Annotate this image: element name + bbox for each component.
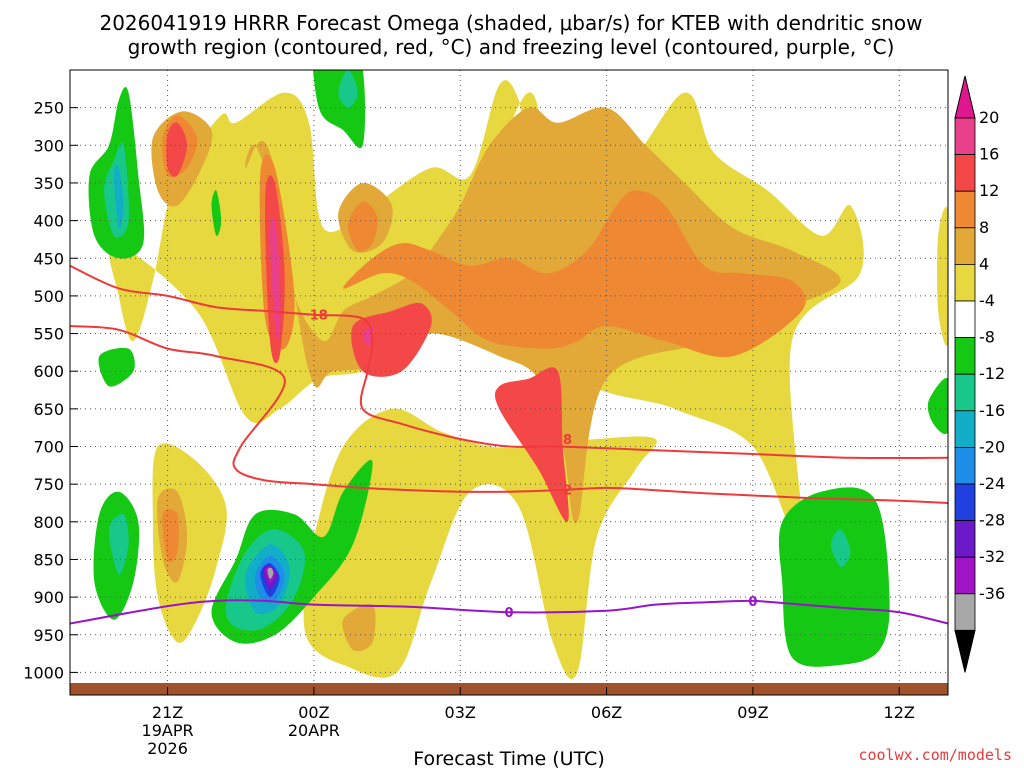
contour-label: 18 xyxy=(310,309,328,324)
x-tick-label: 09Z xyxy=(737,703,768,722)
colorbar-swatch xyxy=(954,190,976,229)
colorbar-label: 8 xyxy=(979,218,989,237)
omega-region--8 xyxy=(927,377,948,435)
colorbar-top-arrow xyxy=(954,75,976,119)
y-tick-label: 350 xyxy=(33,174,64,193)
y-tick-label: 750 xyxy=(33,475,64,494)
contour-dgz-lower xyxy=(70,325,948,504)
colorbar-label: -4 xyxy=(979,291,995,310)
colorbar-swatch xyxy=(954,117,976,155)
colorbar-label: -12 xyxy=(979,364,1005,383)
y-tick-label: 700 xyxy=(33,438,64,457)
omega-region-12 xyxy=(162,509,179,563)
x-tick-year: 2026 xyxy=(147,739,188,758)
y-tick-label: 650 xyxy=(33,400,64,419)
omega-region-16 xyxy=(494,367,569,523)
colorbar-label: -16 xyxy=(979,401,1005,420)
colorbar-swatch xyxy=(954,446,976,485)
chart-title-line1: 2026041919 HRRR Forecast Omega (shaded, … xyxy=(99,11,922,35)
omega-region-16 xyxy=(351,302,432,377)
y-tick-label: 900 xyxy=(33,588,64,607)
omega-region--12 xyxy=(108,513,129,575)
omega-region-8 xyxy=(342,603,376,652)
omega-region-4 xyxy=(937,206,948,346)
y-axis: 250 300 350 400 450 500 550 600 650 700 750 800 850 9… xyxy=(23,99,78,682)
contour-label: 0 xyxy=(748,595,757,610)
colorbar-swatch xyxy=(954,154,976,192)
omega-region--12 xyxy=(338,70,358,108)
contour-freezing-level xyxy=(70,599,948,625)
y-tick-label: 800 xyxy=(33,513,64,532)
colorbar-swatch xyxy=(954,227,976,265)
y-tick-label: 450 xyxy=(33,249,64,268)
colorbar-swatch xyxy=(954,520,976,558)
x-tick-label: 06Z xyxy=(591,703,622,722)
colorbar-label: -20 xyxy=(979,437,1005,456)
plot-frame xyxy=(69,69,949,696)
colorbar-swatch xyxy=(954,263,976,302)
colorbar-label: 20 xyxy=(979,108,999,127)
colorbar-label: 16 xyxy=(979,145,999,164)
omega-region--12 xyxy=(830,529,851,568)
omega-region--8 xyxy=(211,190,222,237)
colorbar-label: -36 xyxy=(979,584,1005,603)
colorbar-label: -8 xyxy=(979,328,995,347)
colorbar-label: 12 xyxy=(979,181,999,200)
omega-region-12 xyxy=(343,190,806,358)
omega-region--8 xyxy=(98,347,135,387)
omega-shading xyxy=(88,70,948,680)
contour-label: 0 xyxy=(504,606,513,621)
y-tick-label: 400 xyxy=(33,212,64,231)
colorbar-label: -32 xyxy=(979,547,1005,566)
x-tick-date: 19APR xyxy=(142,721,194,740)
omega-region-16 xyxy=(166,122,188,177)
x-tick-label: 00Z xyxy=(298,703,329,722)
colorbar-label: -24 xyxy=(979,474,1005,493)
x-tick-date: 20APR xyxy=(288,721,340,740)
colorbar: 20 16 12 8 4 -4 -8 -12 -16 -20 -24 -28 -32 -36 xyxy=(954,75,1005,673)
omega-region-20 xyxy=(270,217,281,340)
omega-region-12 xyxy=(347,201,378,252)
colorbar-label: -28 xyxy=(979,511,1005,530)
y-tick-label: 300 xyxy=(33,136,64,155)
ground-surface xyxy=(70,683,948,695)
omega-region--8 xyxy=(778,487,890,667)
grid-lines xyxy=(70,70,948,695)
temperature-contours: 18 2 8 0 0 xyxy=(70,264,948,625)
colorbar-swatch xyxy=(954,300,976,338)
colorbar-swatch xyxy=(954,483,976,521)
y-tick-label: 600 xyxy=(33,362,64,381)
contour-dgz-upper xyxy=(70,264,948,460)
x-tick-label: 12Z xyxy=(884,703,915,722)
credit-text: coolwx.com/models xyxy=(858,746,1012,764)
colorbar-bottom-arrow xyxy=(954,629,976,673)
x-tick-label: 03Z xyxy=(445,703,476,722)
omega-region--36 xyxy=(267,567,274,580)
y-tick-label: 250 xyxy=(33,99,64,118)
y-tick-label: 550 xyxy=(33,325,64,344)
y-tick-label: 500 xyxy=(33,287,64,306)
x-tick-label: 21Z xyxy=(152,703,183,722)
colorbar-label: 4 xyxy=(979,254,989,273)
colorbar-swatch xyxy=(954,556,976,595)
chart-title-line2: growth region (contoured, red, °C) and f… xyxy=(128,35,895,59)
contour-label: 2 xyxy=(563,483,572,498)
colorbar-swatch xyxy=(954,593,976,631)
colorbar-swatch xyxy=(954,410,976,448)
x-axis-label: Forecast Time (UTC) xyxy=(413,748,604,768)
colorbar-swatch xyxy=(954,337,976,375)
y-tick-label: 850 xyxy=(33,550,64,569)
omega-region--16 xyxy=(113,165,124,230)
plot-area: 18 2 8 0 0 xyxy=(69,69,949,696)
colorbar-swatch xyxy=(954,373,976,412)
contour-label: 8 xyxy=(563,433,572,448)
y-tick-label: 950 xyxy=(33,626,64,645)
y-tick-label: 1000 xyxy=(23,663,64,682)
